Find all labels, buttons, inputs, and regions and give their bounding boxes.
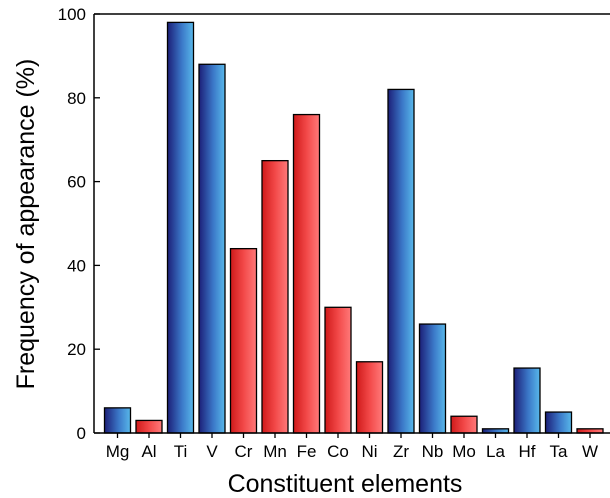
x-tick-label: Zr bbox=[393, 442, 409, 461]
x-tick-label: La bbox=[486, 442, 505, 461]
x-tick-label: Mg bbox=[106, 442, 130, 461]
bars-group bbox=[103, 21, 604, 434]
x-tick-label: Ni bbox=[361, 442, 377, 461]
x-tick-label: Cr bbox=[235, 442, 253, 461]
x-tick-label: W bbox=[582, 442, 598, 461]
x-tick-label: Mo bbox=[452, 442, 476, 461]
x-tick-label: Al bbox=[141, 442, 156, 461]
bar-cr bbox=[229, 247, 258, 434]
y-tick-label: 0 bbox=[77, 424, 86, 443]
bar-mn bbox=[261, 159, 289, 434]
bar-hf bbox=[513, 367, 541, 434]
x-axis-title: Constituent elements bbox=[228, 470, 463, 498]
x-tick-label: Fe bbox=[297, 442, 317, 461]
bar-ti bbox=[166, 21, 195, 434]
x-tick-label: Co bbox=[327, 442, 349, 461]
x-tick-label: Ta bbox=[550, 442, 569, 461]
bar-co bbox=[324, 306, 352, 434]
bar-mo bbox=[450, 415, 478, 434]
x-tick-label: Ti bbox=[174, 442, 188, 461]
x-ticks-group: Mg Al Ti V Cr Mn Fe Co Ni Zr Nb Mo La Hf Ta W bbox=[106, 433, 598, 461]
y-tick-label: 80 bbox=[67, 89, 86, 108]
bar-fe bbox=[292, 113, 321, 434]
x-tick-label: V bbox=[206, 442, 218, 461]
bar-al bbox=[135, 419, 163, 434]
y-ticks-group: 0 20 40 60 80 100 bbox=[58, 5, 100, 443]
bar-nb bbox=[418, 323, 447, 434]
bar-zr bbox=[387, 88, 415, 434]
x-tick-label: Hf bbox=[519, 442, 536, 461]
y-axis-title: Frequency of appearance (%) bbox=[12, 59, 40, 390]
bar-v bbox=[198, 63, 226, 434]
x-tick-label: Mn bbox=[263, 442, 287, 461]
bar-ta bbox=[544, 411, 573, 434]
y-tick-label: 60 bbox=[67, 173, 86, 192]
y-tick-label: 100 bbox=[58, 5, 86, 24]
bar-mg bbox=[103, 407, 132, 434]
bar-ni bbox=[355, 361, 384, 434]
y-tick-label: 20 bbox=[67, 340, 86, 359]
x-tick-label: Nb bbox=[422, 442, 444, 461]
y-tick-label: 40 bbox=[67, 256, 86, 275]
